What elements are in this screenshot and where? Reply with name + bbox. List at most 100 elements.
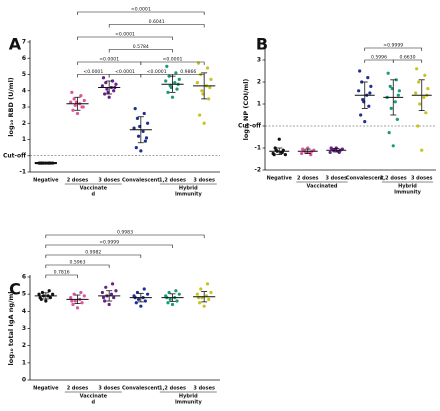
- data-point: [418, 102, 422, 106]
- data-point: [139, 149, 143, 153]
- x-tick-label: 1,2 doses: [159, 178, 186, 184]
- x-tick-label: 2 doses: [67, 178, 89, 184]
- data-point: [70, 299, 74, 303]
- y-tick-label: -1: [254, 145, 261, 152]
- panel-label: C: [9, 280, 21, 299]
- data-point: [71, 302, 75, 307]
- data-point: [426, 87, 430, 91]
- p-value-label: <0.0001: [131, 7, 151, 13]
- comparison-bracket: [108, 49, 173, 53]
- y-tick-label: -2: [254, 167, 261, 174]
- data-point: [103, 299, 107, 303]
- y-tick-label: 4: [22, 308, 26, 315]
- y-tick-label: 2: [22, 342, 26, 349]
- p-value-label: <0.0001: [83, 69, 103, 75]
- y-tick-label: 1: [22, 136, 26, 143]
- data-point: [105, 87, 109, 91]
- data-point: [357, 89, 361, 93]
- data-point: [277, 137, 281, 141]
- p-value-label: 0.5963: [69, 260, 85, 266]
- comparison-bracket: [108, 24, 205, 28]
- data-point: [414, 91, 418, 95]
- p-value-label: <0.0001: [115, 32, 135, 38]
- y-tick-label: 7: [22, 39, 26, 46]
- x-tick-label: 3 doses: [411, 176, 433, 182]
- data-point: [389, 106, 393, 110]
- x-tick-label: Negative: [33, 386, 59, 392]
- data-point: [72, 97, 76, 101]
- p-value-label: <0.0001: [147, 69, 167, 75]
- data-point: [40, 290, 45, 295]
- y-tick-label: Cut-off: [238, 123, 261, 130]
- data-point: [75, 111, 80, 116]
- data-point: [368, 91, 372, 95]
- x-tick-label: 2 doses: [297, 176, 319, 182]
- p-value-label: 0.9866: [180, 69, 196, 75]
- panel-label: A: [9, 35, 22, 54]
- data-point: [142, 287, 146, 291]
- group-label: Hybrid: [179, 394, 198, 400]
- data-point: [388, 84, 392, 88]
- y-tick-label: 3: [22, 104, 26, 111]
- data-point: [301, 147, 305, 151]
- data-point: [164, 79, 168, 83]
- data-point: [101, 296, 106, 300]
- data-point: [112, 89, 116, 93]
- y-tick-label: 4: [22, 87, 26, 94]
- data-point: [81, 105, 85, 109]
- data-point: [367, 104, 371, 108]
- data-point: [143, 299, 147, 303]
- y-tick-label: 3: [22, 325, 26, 332]
- x-tick-label: Convalescent: [122, 386, 160, 392]
- comparison-bracket: [392, 59, 423, 63]
- data-point: [397, 89, 401, 93]
- data-point: [44, 299, 48, 303]
- group-label: Immunity: [175, 400, 203, 406]
- p-value-label: 0.6630: [399, 55, 415, 61]
- data-point: [107, 302, 111, 307]
- data-point: [174, 71, 178, 75]
- data-point: [387, 131, 391, 135]
- comparison-bracket: [45, 254, 142, 258]
- y-axis-label: log₁₀ total IgA ng/ml: [7, 292, 15, 366]
- comparison-bracket: [364, 47, 423, 51]
- data-point: [100, 290, 104, 295]
- x-tick-label: 3 doses: [193, 178, 215, 184]
- data-point: [329, 146, 333, 150]
- p-value-label: 0.5996: [371, 55, 387, 61]
- data-point: [195, 292, 199, 296]
- y-axis-label: log₁₀ NP (COI/ml): [242, 79, 250, 141]
- data-point: [200, 89, 204, 93]
- data-point: [166, 90, 170, 94]
- data-point: [300, 151, 304, 156]
- data-point: [424, 111, 428, 115]
- y-tick-label: 5: [22, 71, 26, 78]
- x-tick-label: 3 doses: [98, 178, 120, 184]
- x-tick-label: Negative: [33, 178, 59, 184]
- data-point: [38, 296, 42, 300]
- comparison-bracket: [45, 234, 205, 238]
- data-point: [386, 71, 390, 75]
- data-point: [196, 61, 201, 65]
- x-tick-label: 1,2 doses: [159, 386, 186, 392]
- data-point: [70, 90, 74, 94]
- data-point: [73, 299, 77, 303]
- p-value-label: >0.9999: [383, 43, 403, 49]
- data-point: [208, 85, 212, 90]
- p-value-label: <0.0001: [115, 69, 135, 75]
- p-value-label: <0.0001: [163, 57, 183, 63]
- data-point: [110, 282, 115, 286]
- data-point: [71, 108, 75, 112]
- data-point: [103, 92, 107, 96]
- data-point: [209, 290, 213, 295]
- data-point: [69, 296, 73, 300]
- data-point: [205, 66, 210, 70]
- x-tick-label: 3 doses: [98, 386, 120, 392]
- group-label: Immunity: [394, 190, 422, 196]
- data-point: [134, 301, 138, 305]
- data-point: [170, 302, 175, 307]
- data-point: [51, 292, 55, 296]
- data-point: [110, 79, 115, 83]
- data-point: [48, 296, 52, 300]
